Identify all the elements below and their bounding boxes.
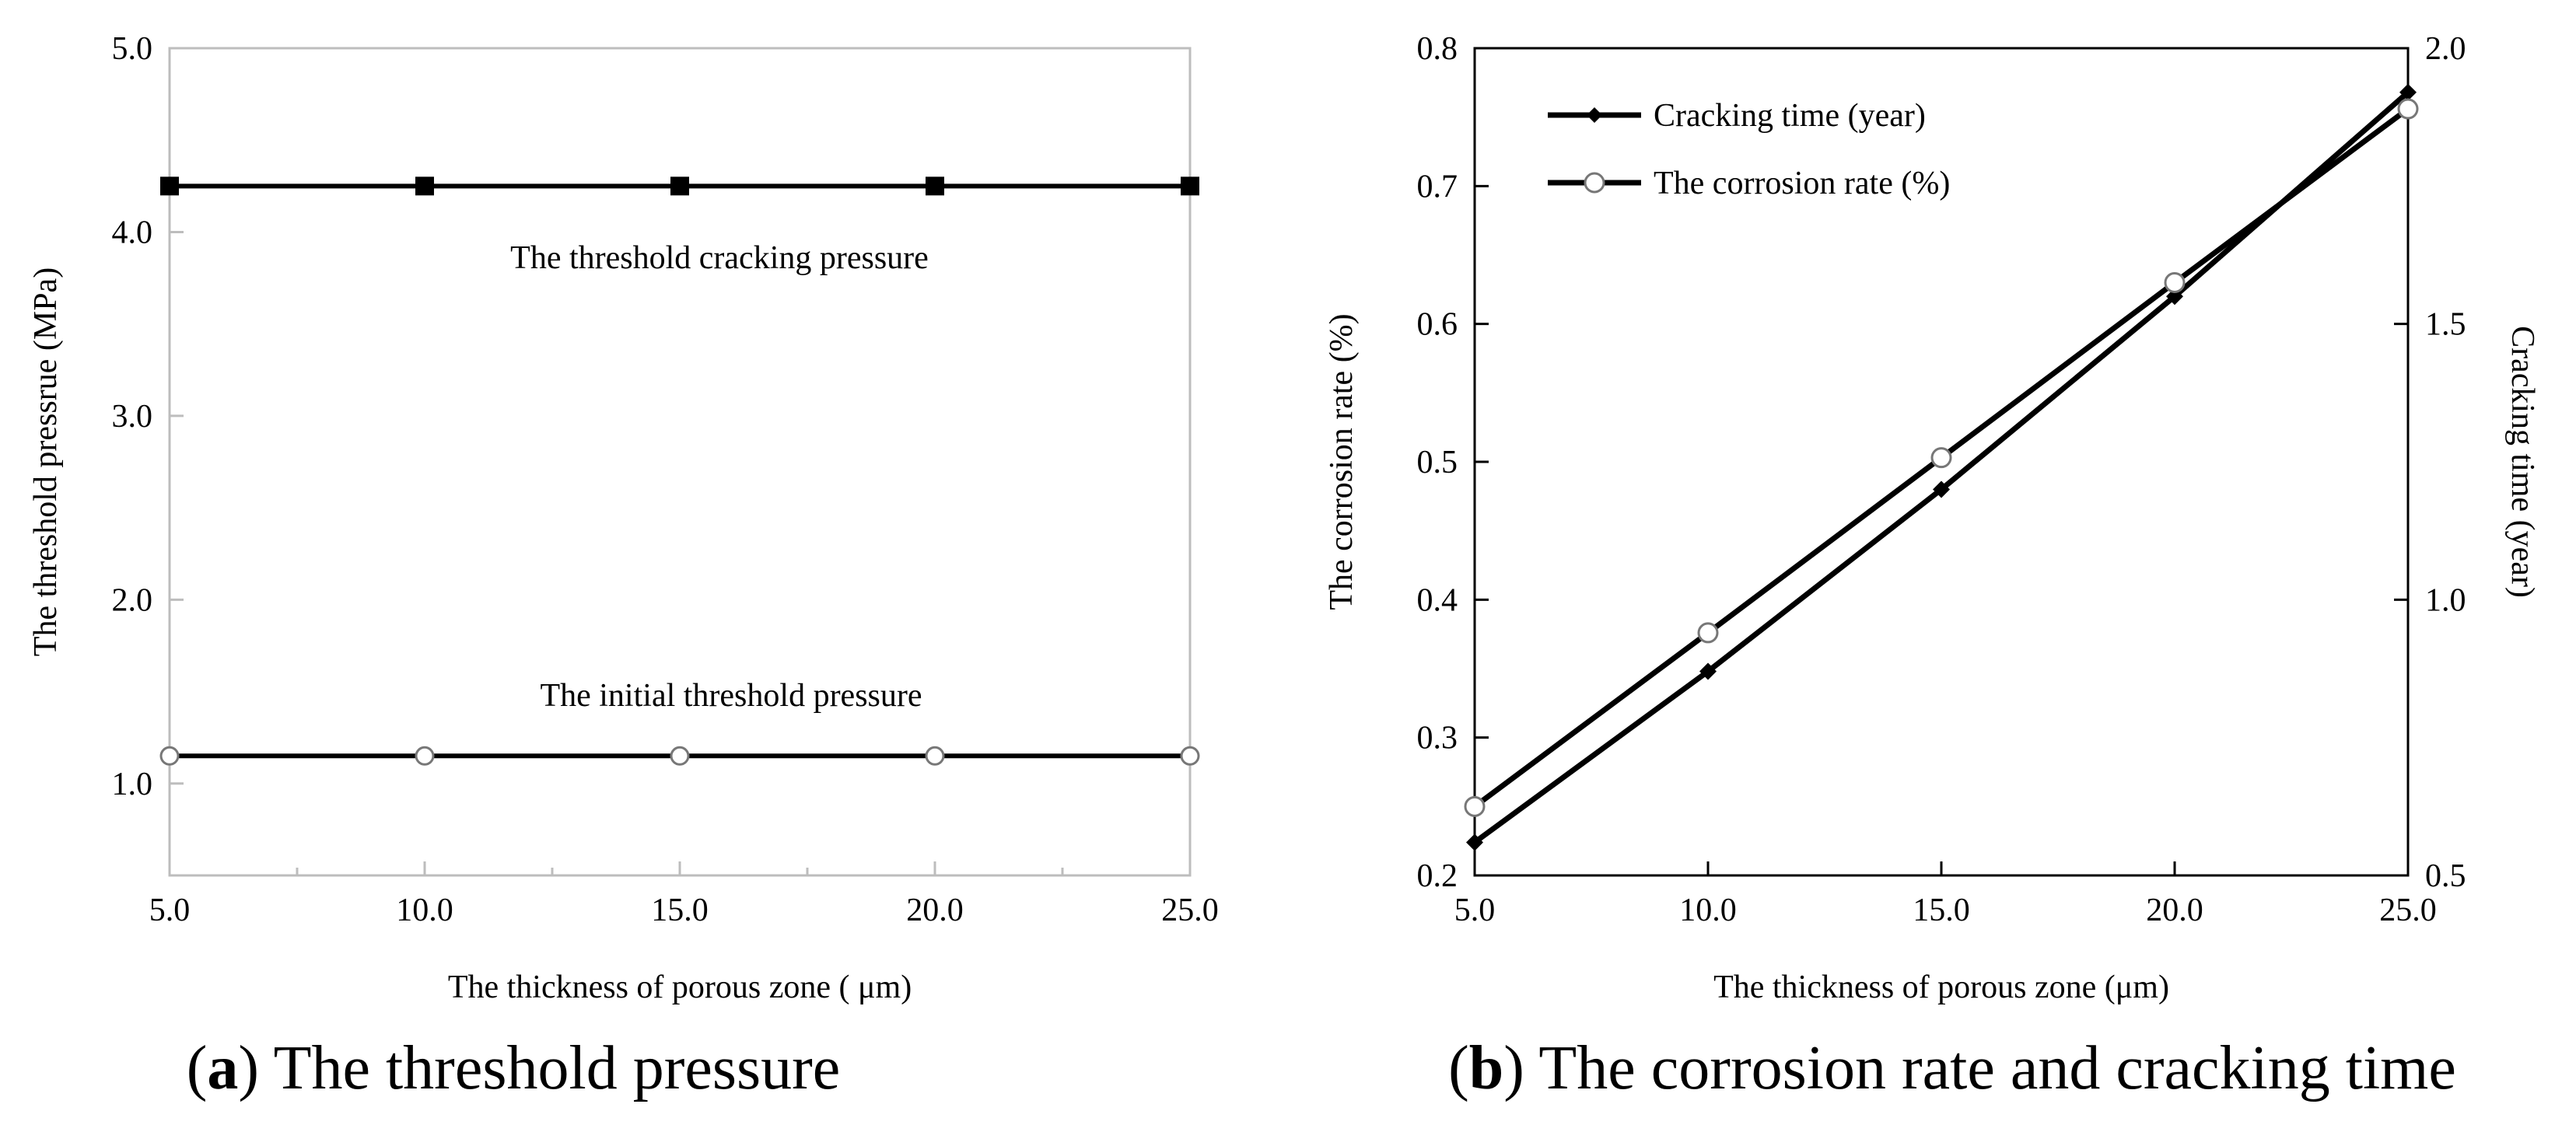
panel-b-x-tick-label: 10.0: [1679, 893, 1737, 928]
panel-a-point-cracking-pressure: [670, 176, 689, 196]
panel-b-point-corrosion-rate: [1930, 447, 1952, 469]
legend-marker-diamond: [1587, 107, 1602, 123]
legend-marker-circle: [1584, 172, 1605, 194]
panel-b-left-y-tick-label: 0.8: [1417, 31, 1458, 67]
panel-b-caption-text: The corrosion rate and cracking time: [1538, 1034, 2456, 1102]
legend-label-cracking-time: Cracking time (year): [1654, 98, 1926, 134]
panel-b-point-corrosion-rate: [1464, 795, 1486, 817]
panel-b-right-y-tick-label: 1.0: [2425, 582, 2466, 618]
panel-b-left-y-tick-label: 0.3: [1417, 721, 1458, 756]
panel-a-chart: 1.0 2.0 3.0 4.0 5.0 5.0 10.0 15.0 20.0 25.0 The …: [28, 31, 1219, 1102]
panel-b-right-y-tick-label: 0.5: [2425, 858, 2466, 894]
panel-a-caption-label: a: [207, 1034, 238, 1102]
panel-b-left-y-tick-label: 0.6: [1417, 307, 1458, 343]
panel-b-x-tick-label: 25.0: [2379, 893, 2437, 928]
panel-b-left-y-tick-label: 0.7: [1417, 169, 1458, 204]
panel-a-annotation-cracking: The threshold cracking pressure: [510, 240, 929, 276]
panel-a-y-axis-title: The threshold pressrue (MPa): [28, 267, 64, 656]
panel-a-y-tick-label: 2.0: [112, 582, 153, 618]
panel-b-x-tick-label: 5.0: [1454, 893, 1496, 928]
panel-b-x-tick-label: 15.0: [1913, 893, 1970, 928]
panel-a-y-tick-label: 3.0: [112, 399, 153, 435]
panel-b-point-cracking-time: [1933, 480, 1950, 498]
panel-b-right-y-tick-label: 2.0: [2425, 31, 2466, 67]
panel-a-point-initial-pressure: [925, 746, 945, 766]
panel-b-x-axis-title: The thickness of porous zone (μm): [1713, 970, 2169, 1005]
panel-a-caption-text: The threshold pressure: [274, 1034, 841, 1102]
panel-b-caption-label: b: [1469, 1034, 1504, 1102]
panel-a-x-tick-label: 10.0: [396, 893, 453, 928]
panel-b-point-corrosion-rate: [2397, 98, 2419, 120]
legend-label-corrosion-rate: The corrosion rate (%): [1654, 166, 1950, 201]
panel-b-point-cracking-time: [1699, 662, 1717, 680]
panel-a-point-cracking-pressure: [1181, 176, 1199, 196]
panel-b-right-y-axis-title: Cracking time (year): [2504, 326, 2540, 598]
panel-b-caption: (b) The corrosion rate and cracking time: [1448, 1034, 2456, 1102]
panel-a-point-initial-pressure: [670, 746, 690, 766]
panel-a-y-tick-label: 1.0: [112, 767, 153, 802]
panel-b-legend: Cracking time (year) The corrosion rate …: [1548, 98, 1950, 201]
panel-a-point-initial-pressure: [1180, 746, 1200, 766]
panel-b-left-y-tick-label: 0.4: [1417, 582, 1458, 618]
panel-b-point-corrosion-rate: [2164, 271, 2186, 293]
panel-b-point-corrosion-rate: [1697, 622, 1719, 644]
panel-a-point-initial-pressure: [415, 746, 435, 766]
panel-b-x-tick-label: 20.0: [2146, 893, 2203, 928]
panel-b-right-y-tick-label: 1.5: [2425, 307, 2466, 343]
panel-b-left-y-axis-title: The corrosion rate (%): [1324, 313, 1360, 610]
panel-b-chart: 0.2 0.3 0.4 0.5 0.6 0.7 0.8 0.5 1.0 1.5 2.0 5.0 10…: [1324, 31, 2540, 1102]
panel-a-point-cracking-pressure: [160, 176, 179, 196]
panel-a-x-tick-label: 20.0: [906, 893, 964, 928]
panel-a-x-tick-label: 25.0: [1161, 893, 1219, 928]
panel-a-point-initial-pressure: [159, 746, 180, 766]
panel-a-x-axis-title: The thickness of porous zone ( μm): [448, 970, 912, 1005]
panel-a-point-cracking-pressure: [926, 176, 944, 196]
panel-b-left-y-tick-label: 0.2: [1417, 858, 1458, 894]
panel-a-point-cracking-pressure: [415, 176, 434, 196]
panel-a-x-tick-label: 5.0: [149, 893, 191, 928]
panel-a-annotation-initial: The initial threshold pressure: [540, 678, 922, 714]
panel-a-x-tick-label: 15.0: [651, 893, 709, 928]
panel-a-caption: (a) The threshold pressure: [187, 1034, 841, 1102]
panel-b-left-y-tick-label: 0.5: [1417, 445, 1458, 480]
panel-b-point-cracking-time: [1466, 833, 1483, 851]
panel-b-point-cracking-time: [2399, 83, 2417, 101]
panel-a-y-tick-label: 4.0: [112, 215, 153, 250]
panel-a-y-tick-label: 5.0: [112, 31, 153, 67]
